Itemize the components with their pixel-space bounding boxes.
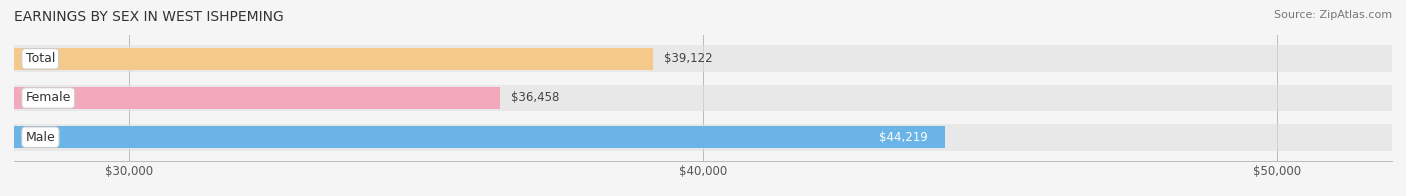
Text: $44,219: $44,219 bbox=[879, 131, 928, 144]
Text: Male: Male bbox=[25, 131, 55, 144]
Bar bbox=[14, 85, 1392, 111]
Bar bbox=[14, 48, 652, 70]
Bar bbox=[14, 45, 1392, 72]
Text: $39,122: $39,122 bbox=[664, 52, 713, 65]
Text: Female: Female bbox=[25, 92, 70, 104]
Bar bbox=[14, 126, 945, 148]
Text: $36,458: $36,458 bbox=[512, 92, 560, 104]
Bar bbox=[14, 124, 1392, 151]
Text: Source: ZipAtlas.com: Source: ZipAtlas.com bbox=[1274, 10, 1392, 20]
Text: Total: Total bbox=[25, 52, 55, 65]
Bar bbox=[14, 87, 499, 109]
Text: EARNINGS BY SEX IN WEST ISHPEMING: EARNINGS BY SEX IN WEST ISHPEMING bbox=[14, 10, 284, 24]
